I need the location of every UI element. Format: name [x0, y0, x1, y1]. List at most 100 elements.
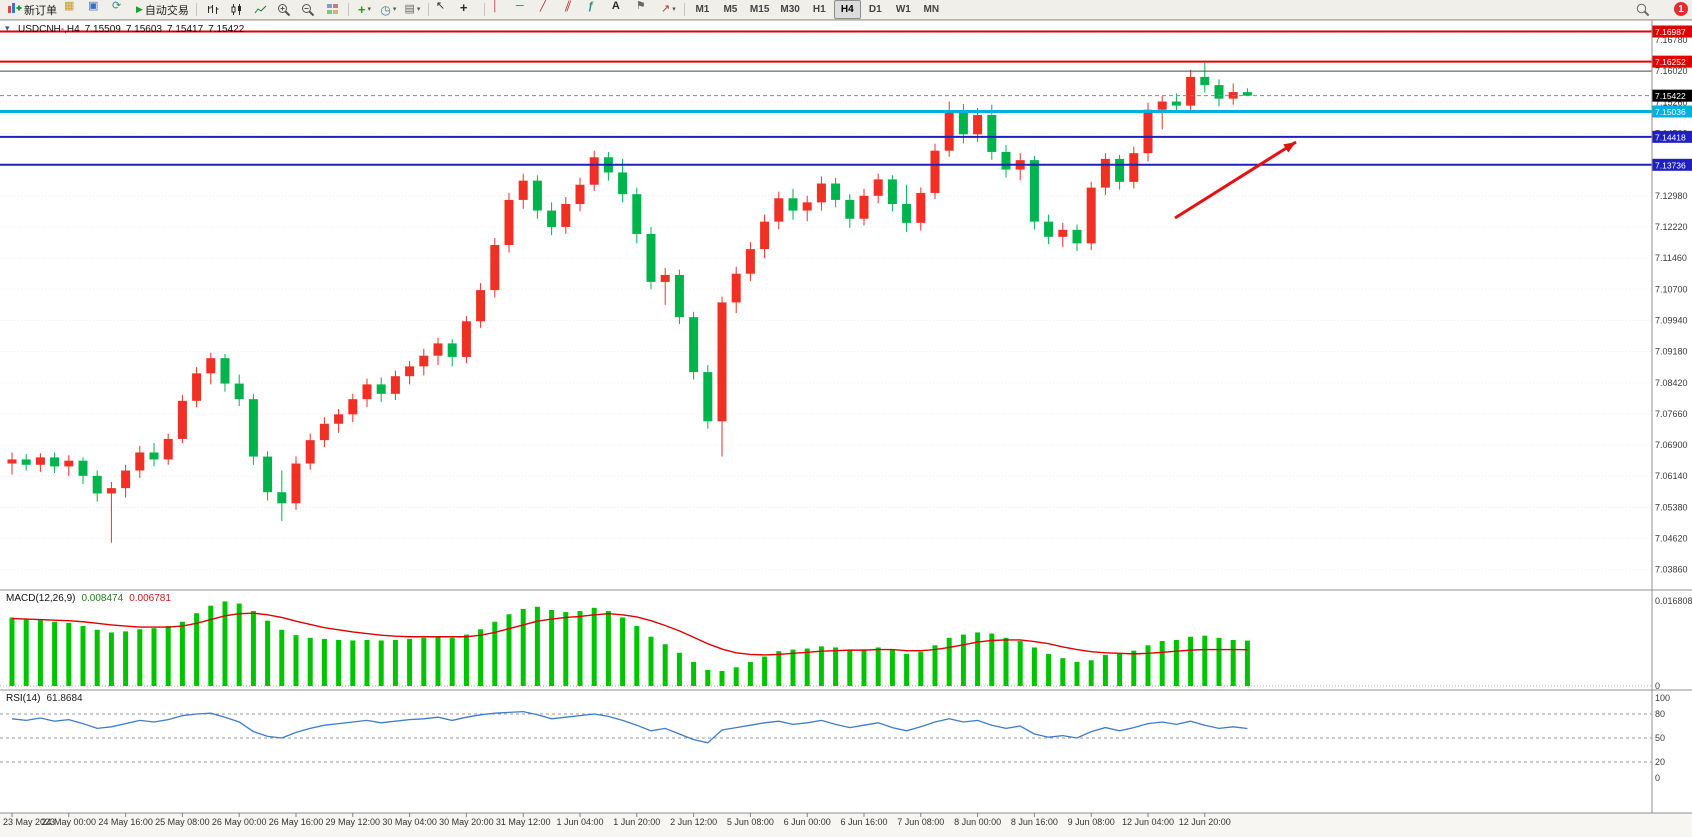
indicators-dropdown[interactable]: + ▾: [353, 0, 376, 19]
svg-text:6 Jun 16:00: 6 Jun 16:00: [840, 817, 887, 827]
new-order-icon: [7, 1, 22, 18]
timeframe-h4[interactable]: H4: [833, 0, 861, 19]
svg-text:8 Jun 16:00: 8 Jun 16:00: [1011, 817, 1058, 827]
chevron-down-icon: ▾: [416, 6, 421, 13]
autotrading-play-icon: ▶: [136, 4, 143, 14]
svg-text:9 Jun 08:00: 9 Jun 08:00: [1068, 817, 1115, 827]
zoom-out-icon[interactable]: [297, 0, 320, 19]
svg-text:7.16252: 7.16252: [1655, 57, 1686, 67]
tile-windows-icon[interactable]: [321, 0, 344, 19]
svg-text:6 Jun 00:00: 6 Jun 00:00: [784, 817, 831, 827]
arrows-tool-dropdown[interactable]: ↗ ▾: [657, 0, 680, 19]
template-icon: ▤: [404, 3, 415, 15]
templates-dropdown[interactable]: ▤ ▾: [401, 0, 424, 19]
channel-tool-icon[interactable]: ∥: [563, 0, 573, 12]
new-order-button[interactable]: 新订单: [4, 0, 60, 19]
timeframe-h1[interactable]: H1: [812, 4, 826, 15]
svg-text:24 May 16:00: 24 May 16:00: [98, 817, 153, 827]
new-order-label: 新订单: [24, 4, 57, 17]
trendline-tool-icon[interactable]: ╱: [539, 0, 547, 12]
svg-text:7.15260: 7.15260: [1655, 97, 1688, 107]
svg-text:7.10700: 7.10700: [1655, 284, 1688, 294]
horizontal-lines[interactable]: [0, 30, 1652, 166]
svg-text:7.13736: 7.13736: [1655, 160, 1686, 170]
toolbar-separator: [683, 3, 685, 16]
refresh-icon[interactable]: ⟳: [112, 0, 122, 12]
symbol-ohlc-label: USDCNH-,H4 7.15509 7.15603 7.15417 7.154…: [18, 24, 244, 35]
timeframe-m1[interactable]: M1: [695, 4, 710, 15]
toolbar-separator: [347, 3, 349, 16]
periods-dropdown[interactable]: ◷ ▾: [377, 0, 400, 19]
svg-text:7.12980: 7.12980: [1655, 191, 1688, 201]
svg-text:7.06140: 7.06140: [1655, 471, 1688, 481]
svg-text:7.09940: 7.09940: [1655, 315, 1688, 325]
timeframe-w1[interactable]: W1: [895, 4, 911, 15]
svg-text:7.14418: 7.14418: [1655, 132, 1686, 142]
svg-text:25 May 08:00: 25 May 08:00: [155, 817, 210, 827]
timeframe-mn[interactable]: MN: [923, 4, 940, 15]
svg-text:7.15036: 7.15036: [1655, 107, 1686, 117]
ohlc-close: 7.15422: [208, 24, 245, 35]
vertical-line-tool-icon[interactable]: │: [491, 0, 499, 12]
autotrading-label: 自动交易: [144, 4, 189, 17]
svg-text:7.15422: 7.15422: [1655, 91, 1686, 101]
rsi-panel: 100 80 50 20 0: [0, 693, 1670, 783]
svg-text:7.16020: 7.16020: [1655, 66, 1688, 76]
toolbar-separator: [195, 3, 197, 16]
macd-panel: 0.016808 0: [0, 596, 1692, 691]
bar-chart-icon[interactable]: [201, 0, 224, 19]
text-tool-icon[interactable]: A: [611, 0, 620, 12]
current-price-label: 7.15422: [1652, 89, 1692, 102]
zoom-in-icon[interactable]: [273, 0, 296, 19]
symbol-period-label: USDCNH-,H4: [18, 24, 80, 35]
profile-icon[interactable]: ▣: [88, 0, 99, 12]
toolbar: 新订单 ▦ ▣ ⟳ ▶ 自动交易 + ▾: [0, 0, 1692, 20]
chevron-down-icon: ▾: [367, 6, 371, 13]
one-click-trading-toggle[interactable]: ▾: [5, 23, 10, 33]
search-icon[interactable]: [1631, 0, 1654, 19]
autotrading-button[interactable]: ▶ 自动交易: [133, 0, 192, 19]
toolbar-separator: [483, 3, 485, 16]
candlestick-icon[interactable]: [225, 0, 248, 19]
svg-text:0: 0: [1655, 773, 1660, 783]
fibonacci-tool-icon[interactable]: ƒ: [587, 0, 595, 12]
svg-text:29 May 12:00: 29 May 12:00: [326, 817, 381, 827]
svg-text:7.16780: 7.16780: [1655, 35, 1688, 45]
clock-icon: ◷: [380, 2, 391, 17]
svg-text:12 Jun 20:00: 12 Jun 20:00: [1179, 817, 1231, 827]
label-tool-icon[interactable]: ⚑: [635, 0, 646, 12]
trend-arrow[interactable]: [1174, 140, 1297, 220]
macd-label: MACD(12,26,9) 0.008474 0.006781: [6, 593, 171, 604]
price-axis[interactable]: 7.167807.160207.152607.145007.137407.129…: [0, 35, 1688, 575]
cursor-icon[interactable]: ↖: [435, 0, 446, 12]
chevron-down-icon: ▾: [392, 6, 397, 13]
svg-text:1 Jun 04:00: 1 Jun 04:00: [556, 817, 603, 827]
svg-text:7.05380: 7.05380: [1655, 502, 1688, 512]
timeframe-m15[interactable]: M15: [749, 4, 770, 15]
svg-text:31 May 12:00: 31 May 12:00: [496, 817, 551, 827]
svg-text:50: 50: [1655, 733, 1665, 743]
horizontal-line-tool-icon[interactable]: ─: [515, 0, 524, 12]
price-line-label: 7.16987: [1652, 25, 1692, 38]
svg-text:30 May 20:00: 30 May 20:00: [439, 817, 494, 827]
crosshair-icon[interactable]: +: [459, 0, 468, 15]
svg-text:5 Jun 08:00: 5 Jun 08:00: [727, 817, 774, 827]
notification-badge[interactable]: 1: [1674, 2, 1688, 16]
line-chart-icon[interactable]: [249, 0, 272, 19]
svg-text:23 May 2023: 23 May 2023: [3, 817, 55, 827]
svg-text:7.16987: 7.16987: [1655, 27, 1686, 37]
timeframe-m5[interactable]: M5: [723, 4, 738, 15]
timeframe-d1[interactable]: D1: [868, 4, 882, 15]
charts-grid-icon[interactable]: ▦: [64, 0, 75, 12]
svg-text:24 May 00:00: 24 May 00:00: [42, 817, 97, 827]
timeframe-m30[interactable]: M30: [780, 4, 800, 15]
svg-text:7.12220: 7.12220: [1655, 222, 1688, 232]
svg-text:20: 20: [1655, 757, 1665, 767]
svg-text:26 May 16:00: 26 May 16:00: [269, 817, 324, 827]
svg-text:7.07660: 7.07660: [1655, 409, 1688, 419]
svg-text:30 May 04:00: 30 May 04:00: [382, 817, 437, 827]
svg-text:7.08420: 7.08420: [1655, 378, 1688, 388]
